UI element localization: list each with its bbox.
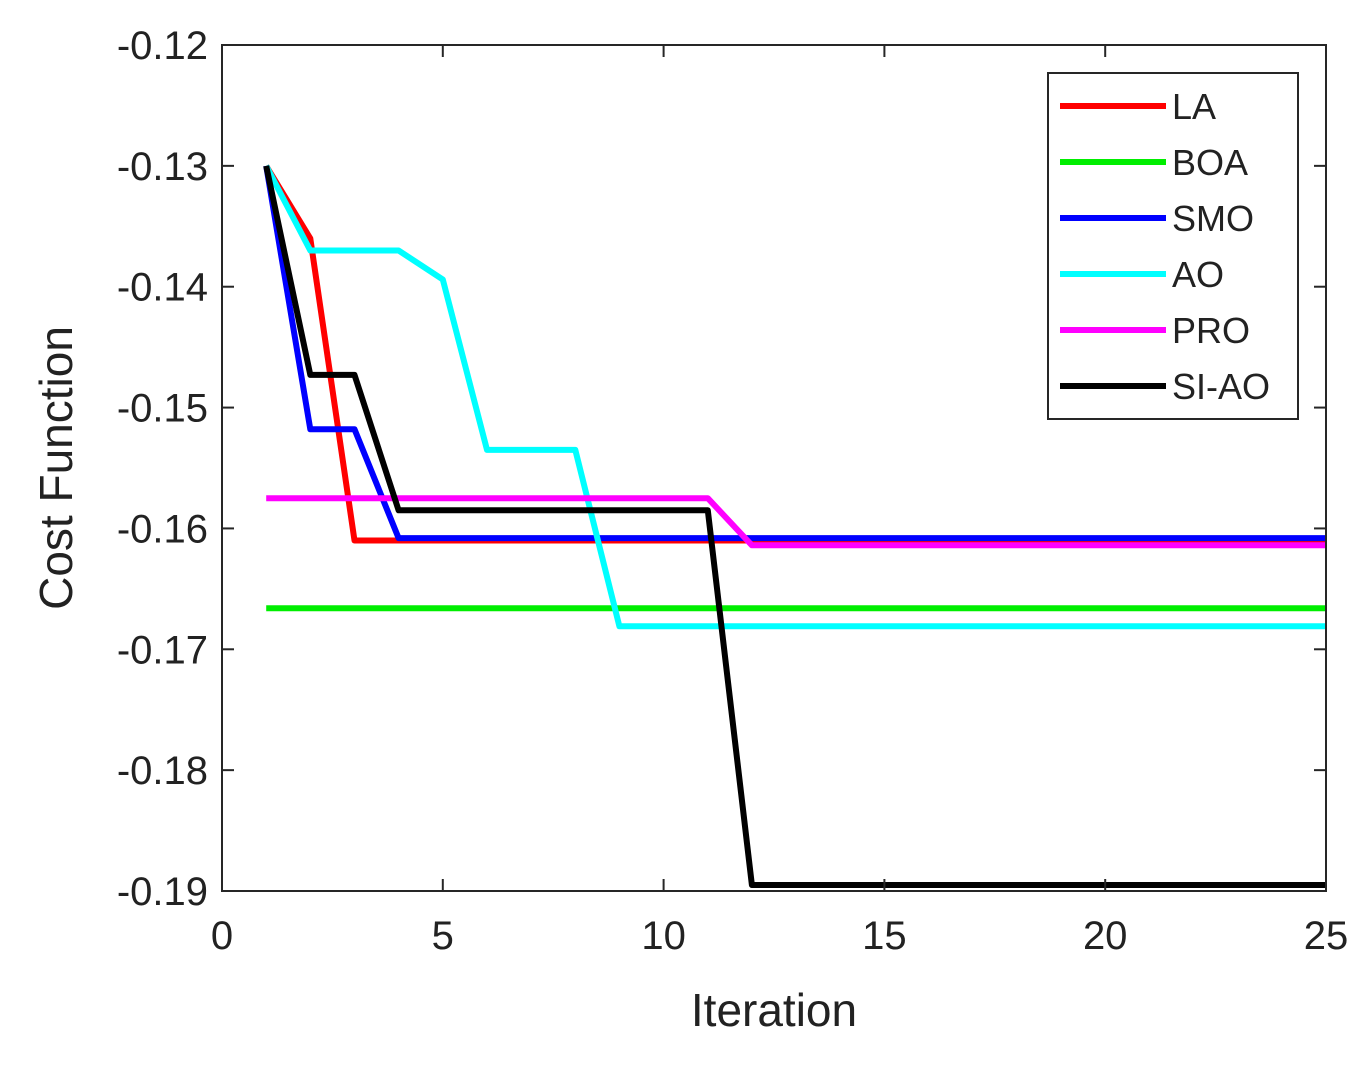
series-line-si-ao [263,165,1326,888]
x-tick-label: 20 [1083,914,1128,958]
legend: LA BOA SMO AO PRO SI-AO [1047,72,1299,420]
y-tick-label: -0.15 [117,387,208,431]
y-tick-label: -0.19 [117,870,208,914]
y-tick-label: -0.12 [117,24,208,68]
y-tick-label: -0.16 [117,507,208,551]
y-tick-label: -0.17 [117,628,208,672]
series-line-ao [263,164,1326,630]
legend-box [1047,72,1299,420]
legend-label-pro: PRO [1172,310,1250,351]
x-tick-label: 0 [211,914,233,958]
legend-label-boa: BOA [1172,142,1248,183]
x-tick-label: 25 [1304,914,1349,958]
y-tick-label: -0.13 [117,145,208,189]
axes-layer: 0 5 10 15 20 25 -0.12 -0.13 -0.14 -0.15 -0.16 -0.17… [117,24,1348,958]
legend-label-la: LA [1172,86,1216,127]
x-tick-label: 15 [862,914,907,958]
x-axis-label: Iteration [691,984,857,1036]
series-layer [263,164,1326,888]
x-tick-label: 10 [641,914,686,958]
x-tick-label: 5 [432,914,454,958]
y-axis-label: Cost Function [30,326,82,610]
series-line-smo [263,165,1326,542]
legend-label-si-ao: SI-AO [1172,366,1270,407]
legend-label-smo: SMO [1172,198,1254,239]
axes-frame [221,44,1327,892]
series-line-pro [266,495,1326,549]
legend-label-ao: AO [1172,254,1224,295]
y-tick-label: -0.18 [117,749,208,793]
y-tick-label: -0.14 [117,266,208,310]
